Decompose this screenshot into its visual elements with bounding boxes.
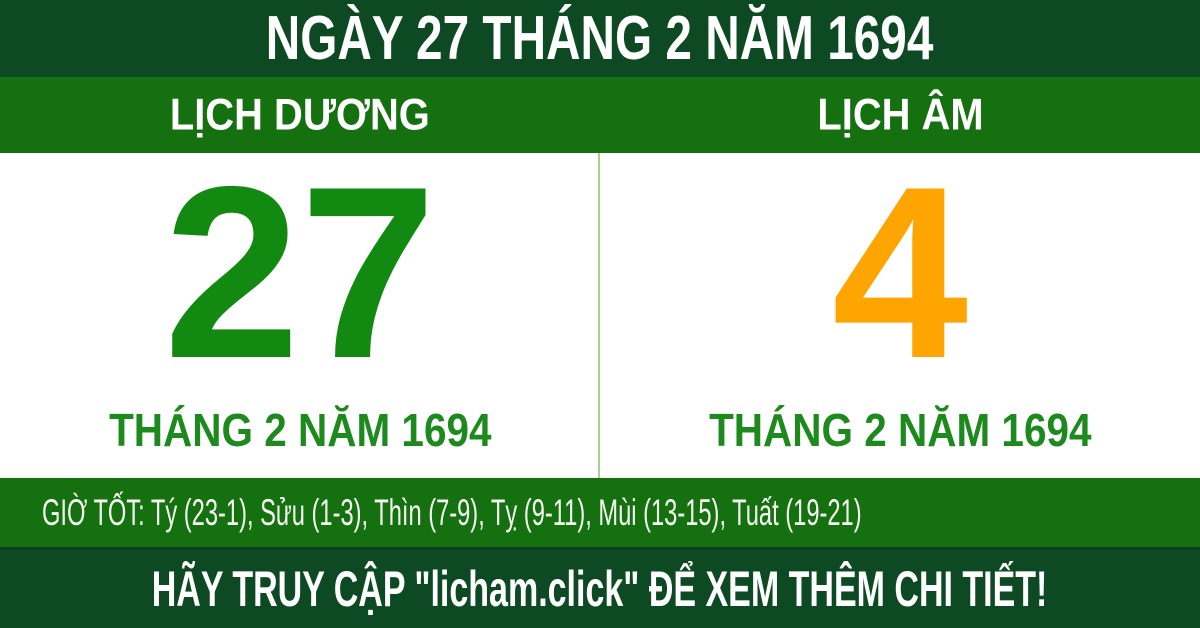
solar-calendar-label: LỊCH DƯƠNG bbox=[170, 89, 430, 140]
good-hours-bar: GIỜ TỐT: Tý (23-1), Sửu (1-3), Thìn (7-9… bbox=[0, 478, 1200, 547]
lunar-calendar-header: LỊCH ÂM bbox=[600, 77, 1200, 153]
solar-calendar-header: LỊCH DƯƠNG bbox=[0, 77, 600, 153]
good-hours-text: GIỜ TỐT: Tý (23-1), Sửu (1-3), Thìn (7-9… bbox=[42, 492, 862, 533]
calendar-labels-bar: LỊCH DƯƠNG LỊCH ÂM bbox=[0, 77, 1200, 153]
header-date-title: NGÀY 27 THÁNG 2 NĂM 1694 bbox=[266, 3, 934, 73]
column-divider bbox=[598, 153, 600, 478]
footer-cta-bar: HÃY TRUY CẬP "licham.click" ĐỂ XEM THÊM … bbox=[0, 547, 1200, 628]
lunar-day-number: 4 bbox=[831, 134, 969, 409]
lunar-month-year-label: THÁNG 2 NĂM 1694 bbox=[708, 404, 1092, 456]
solar-day-number: 27 bbox=[163, 134, 437, 409]
header-date-bar: NGÀY 27 THÁNG 2 NĂM 1694 bbox=[0, 0, 1200, 77]
solar-month-year-label: THÁNG 2 NĂM 1694 bbox=[108, 404, 492, 456]
footer-cta-text: HÃY TRUY CẬP "licham.click" ĐỂ XEM THÊM … bbox=[152, 561, 1048, 617]
lunar-calendar-panel: 4 THÁNG 2 NĂM 1694 bbox=[600, 149, 1200, 478]
lunar-calendar-label: LỊCH ÂM bbox=[816, 89, 984, 140]
calendar-body: 27 THÁNG 2 NĂM 1694 4 THÁNG 2 NĂM 1694 bbox=[0, 149, 1200, 478]
solar-calendar-panel: 27 THÁNG 2 NĂM 1694 bbox=[0, 149, 600, 478]
